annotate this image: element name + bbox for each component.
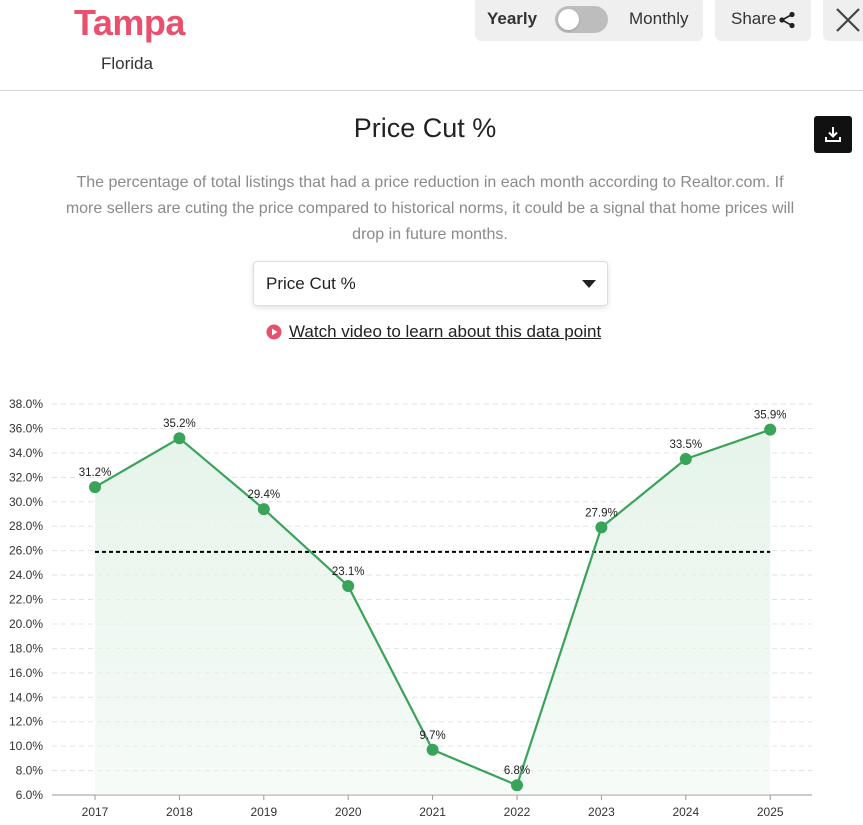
chart-description: The percentage of total listings that ha… xyxy=(65,174,795,243)
data-point xyxy=(764,423,777,436)
x-tick-label: 2018 xyxy=(166,805,193,819)
y-tick-label: 8.0% xyxy=(16,764,44,778)
chart-title: Price Cut % xyxy=(353,113,497,143)
data-point xyxy=(595,521,608,534)
x-tick-label: 2024 xyxy=(672,805,699,819)
x-tick-label: 2019 xyxy=(250,805,277,819)
area-fill xyxy=(95,429,771,795)
data-point xyxy=(679,452,692,465)
data-label: 29.4% xyxy=(247,489,280,501)
download-button[interactable] xyxy=(814,116,852,153)
share-button[interactable]: Share xyxy=(715,0,811,41)
y-tick-label: 10.0% xyxy=(9,739,43,753)
data-point xyxy=(173,432,186,445)
close-button[interactable] xyxy=(823,0,863,41)
x-tick-label: 2023 xyxy=(588,805,615,819)
x-tick-label: 2021 xyxy=(419,805,446,819)
y-tick-label: 20.0% xyxy=(9,617,43,631)
y-tick-label: 24.0% xyxy=(9,568,43,582)
share-label: Share xyxy=(731,9,777,28)
data-label: 9.7% xyxy=(419,730,445,742)
data-label: 6.8% xyxy=(504,765,530,777)
x-tick-label: 2025 xyxy=(757,805,784,819)
data-label: 27.9% xyxy=(585,507,618,519)
y-tick-label: 36.0% xyxy=(9,421,43,435)
share-icon xyxy=(779,11,795,29)
period-toggle-group: Yearly Monthly xyxy=(475,0,703,41)
city-title: Tampa xyxy=(74,2,185,43)
x-tick-label: 2022 xyxy=(504,805,531,819)
y-tick-label: 26.0% xyxy=(9,544,43,558)
close-icon xyxy=(836,8,860,32)
toggle-yearly-label[interactable]: Yearly xyxy=(487,9,538,28)
data-label: 31.2% xyxy=(79,467,112,479)
download-icon xyxy=(825,127,841,142)
header: Tampa Florida Yearly Monthly Share xyxy=(0,0,863,91)
data-point xyxy=(426,743,439,756)
data-point xyxy=(257,503,270,516)
video-link[interactable]: Watch video to learn about this data poi… xyxy=(266,322,601,342)
y-tick-label: 6.0% xyxy=(16,788,44,802)
y-tick-label: 30.0% xyxy=(9,495,43,509)
x-tick-label: 2017 xyxy=(82,805,109,819)
period-toggle-switch[interactable] xyxy=(555,6,608,33)
data-label: 33.5% xyxy=(669,439,702,451)
y-tick-label: 38.0% xyxy=(9,397,43,411)
data-point xyxy=(342,580,355,593)
metric-select-value: Price Cut % xyxy=(266,274,356,293)
data-point xyxy=(89,481,101,494)
state-subtitle: Florida xyxy=(101,54,153,73)
toggle-monthly-label[interactable]: Monthly xyxy=(629,9,689,28)
y-tick-label: 32.0% xyxy=(9,470,43,484)
toggle-knob xyxy=(558,9,579,30)
y-tick-label: 28.0% xyxy=(9,519,43,533)
price-cut-chart: 6.0% 8.0% 10.0% 12.0% 14.0% 16.0% 18.0% 20.0% 22… xyxy=(9,397,812,819)
y-tick-label: 16.0% xyxy=(9,666,43,680)
y-tick-label: 34.0% xyxy=(9,446,43,460)
video-link-text: Watch video to learn about this data poi… xyxy=(289,322,602,341)
data-label: 23.1% xyxy=(332,566,365,578)
data-label: 35.2% xyxy=(163,418,196,430)
y-tick-label: 22.0% xyxy=(9,593,43,607)
play-icon xyxy=(266,324,282,340)
data-point xyxy=(511,779,523,792)
x-tick-label: 2020 xyxy=(335,805,362,819)
y-tick-label: 12.0% xyxy=(9,715,43,729)
data-label: 35.9% xyxy=(754,410,787,422)
chevron-down-icon xyxy=(582,280,596,288)
y-tick-label: 14.0% xyxy=(9,690,43,704)
metric-select[interactable]: Price Cut % xyxy=(253,261,608,306)
y-tick-label: 18.0% xyxy=(9,641,43,655)
